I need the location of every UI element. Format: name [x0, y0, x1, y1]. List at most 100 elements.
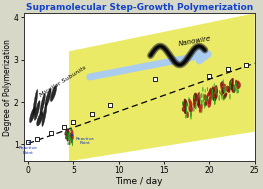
Ellipse shape	[70, 136, 71, 140]
Ellipse shape	[230, 78, 234, 85]
Ellipse shape	[227, 86, 230, 93]
Ellipse shape	[209, 93, 212, 99]
Ellipse shape	[183, 107, 184, 111]
Ellipse shape	[66, 131, 67, 135]
Ellipse shape	[208, 100, 211, 108]
Ellipse shape	[72, 140, 73, 143]
Ellipse shape	[229, 80, 232, 87]
Ellipse shape	[194, 95, 195, 99]
Ellipse shape	[33, 90, 38, 115]
Ellipse shape	[237, 88, 238, 93]
Title: Supramolecular Step-Growth Polymerization: Supramolecular Step-Growth Polymerizatio…	[26, 3, 253, 12]
Ellipse shape	[68, 133, 69, 136]
X-axis label: Time / day: Time / day	[115, 177, 163, 186]
Ellipse shape	[211, 91, 215, 99]
Ellipse shape	[195, 104, 196, 109]
Point	[108, 104, 112, 107]
Ellipse shape	[226, 86, 229, 92]
Ellipse shape	[194, 93, 198, 102]
Point	[35, 138, 39, 141]
Ellipse shape	[199, 104, 203, 113]
Ellipse shape	[65, 131, 66, 134]
Ellipse shape	[223, 84, 226, 90]
Ellipse shape	[72, 141, 73, 144]
Ellipse shape	[233, 85, 234, 90]
Ellipse shape	[223, 79, 224, 85]
Ellipse shape	[205, 89, 206, 93]
Ellipse shape	[215, 91, 216, 94]
Ellipse shape	[230, 80, 231, 85]
Ellipse shape	[184, 99, 188, 107]
Ellipse shape	[235, 80, 238, 87]
Ellipse shape	[72, 143, 73, 146]
Point	[225, 67, 230, 70]
Ellipse shape	[193, 107, 194, 112]
Ellipse shape	[212, 95, 216, 101]
Ellipse shape	[194, 93, 197, 99]
Ellipse shape	[214, 88, 218, 94]
Ellipse shape	[235, 81, 239, 85]
Ellipse shape	[211, 91, 214, 99]
Ellipse shape	[189, 101, 192, 107]
Ellipse shape	[214, 98, 215, 102]
Ellipse shape	[29, 107, 36, 123]
Ellipse shape	[40, 93, 45, 115]
Ellipse shape	[214, 99, 215, 105]
Ellipse shape	[221, 90, 222, 95]
Ellipse shape	[234, 84, 235, 90]
Ellipse shape	[186, 102, 187, 108]
Ellipse shape	[182, 106, 185, 112]
Ellipse shape	[189, 103, 190, 107]
Ellipse shape	[65, 130, 67, 136]
Ellipse shape	[200, 97, 201, 101]
Ellipse shape	[197, 99, 198, 104]
Ellipse shape	[212, 97, 213, 100]
Ellipse shape	[67, 135, 69, 141]
Ellipse shape	[201, 100, 202, 105]
Ellipse shape	[71, 131, 73, 135]
Ellipse shape	[236, 82, 237, 87]
Text: Reactive
Point: Reactive Point	[19, 142, 38, 155]
Point	[153, 77, 157, 80]
Ellipse shape	[66, 135, 67, 138]
Ellipse shape	[193, 95, 196, 102]
Ellipse shape	[207, 87, 208, 91]
Ellipse shape	[189, 105, 193, 112]
Ellipse shape	[212, 88, 213, 93]
Ellipse shape	[201, 93, 202, 98]
Ellipse shape	[219, 90, 220, 94]
Ellipse shape	[71, 129, 73, 134]
Ellipse shape	[197, 101, 200, 108]
Point	[207, 74, 211, 77]
Ellipse shape	[70, 132, 71, 136]
Ellipse shape	[45, 89, 51, 107]
Ellipse shape	[224, 89, 225, 93]
Ellipse shape	[202, 87, 203, 92]
Ellipse shape	[211, 93, 213, 98]
Ellipse shape	[212, 86, 214, 95]
Ellipse shape	[204, 103, 205, 108]
Text: Nanowire: Nanowire	[178, 36, 211, 47]
Ellipse shape	[208, 88, 212, 96]
Ellipse shape	[188, 99, 192, 106]
Ellipse shape	[71, 138, 72, 142]
Ellipse shape	[229, 94, 231, 99]
Point	[62, 125, 67, 128]
Ellipse shape	[204, 101, 208, 106]
Ellipse shape	[67, 129, 69, 135]
Ellipse shape	[199, 92, 200, 98]
Ellipse shape	[206, 92, 209, 98]
Ellipse shape	[215, 87, 216, 93]
Point	[71, 121, 75, 124]
Ellipse shape	[50, 86, 57, 101]
Ellipse shape	[69, 140, 70, 145]
Ellipse shape	[220, 86, 224, 91]
Ellipse shape	[197, 99, 200, 106]
Point	[26, 141, 30, 144]
Ellipse shape	[221, 87, 222, 91]
Ellipse shape	[236, 88, 237, 91]
Ellipse shape	[42, 103, 47, 126]
Ellipse shape	[197, 93, 200, 101]
Ellipse shape	[220, 81, 224, 87]
Polygon shape	[69, 13, 255, 161]
